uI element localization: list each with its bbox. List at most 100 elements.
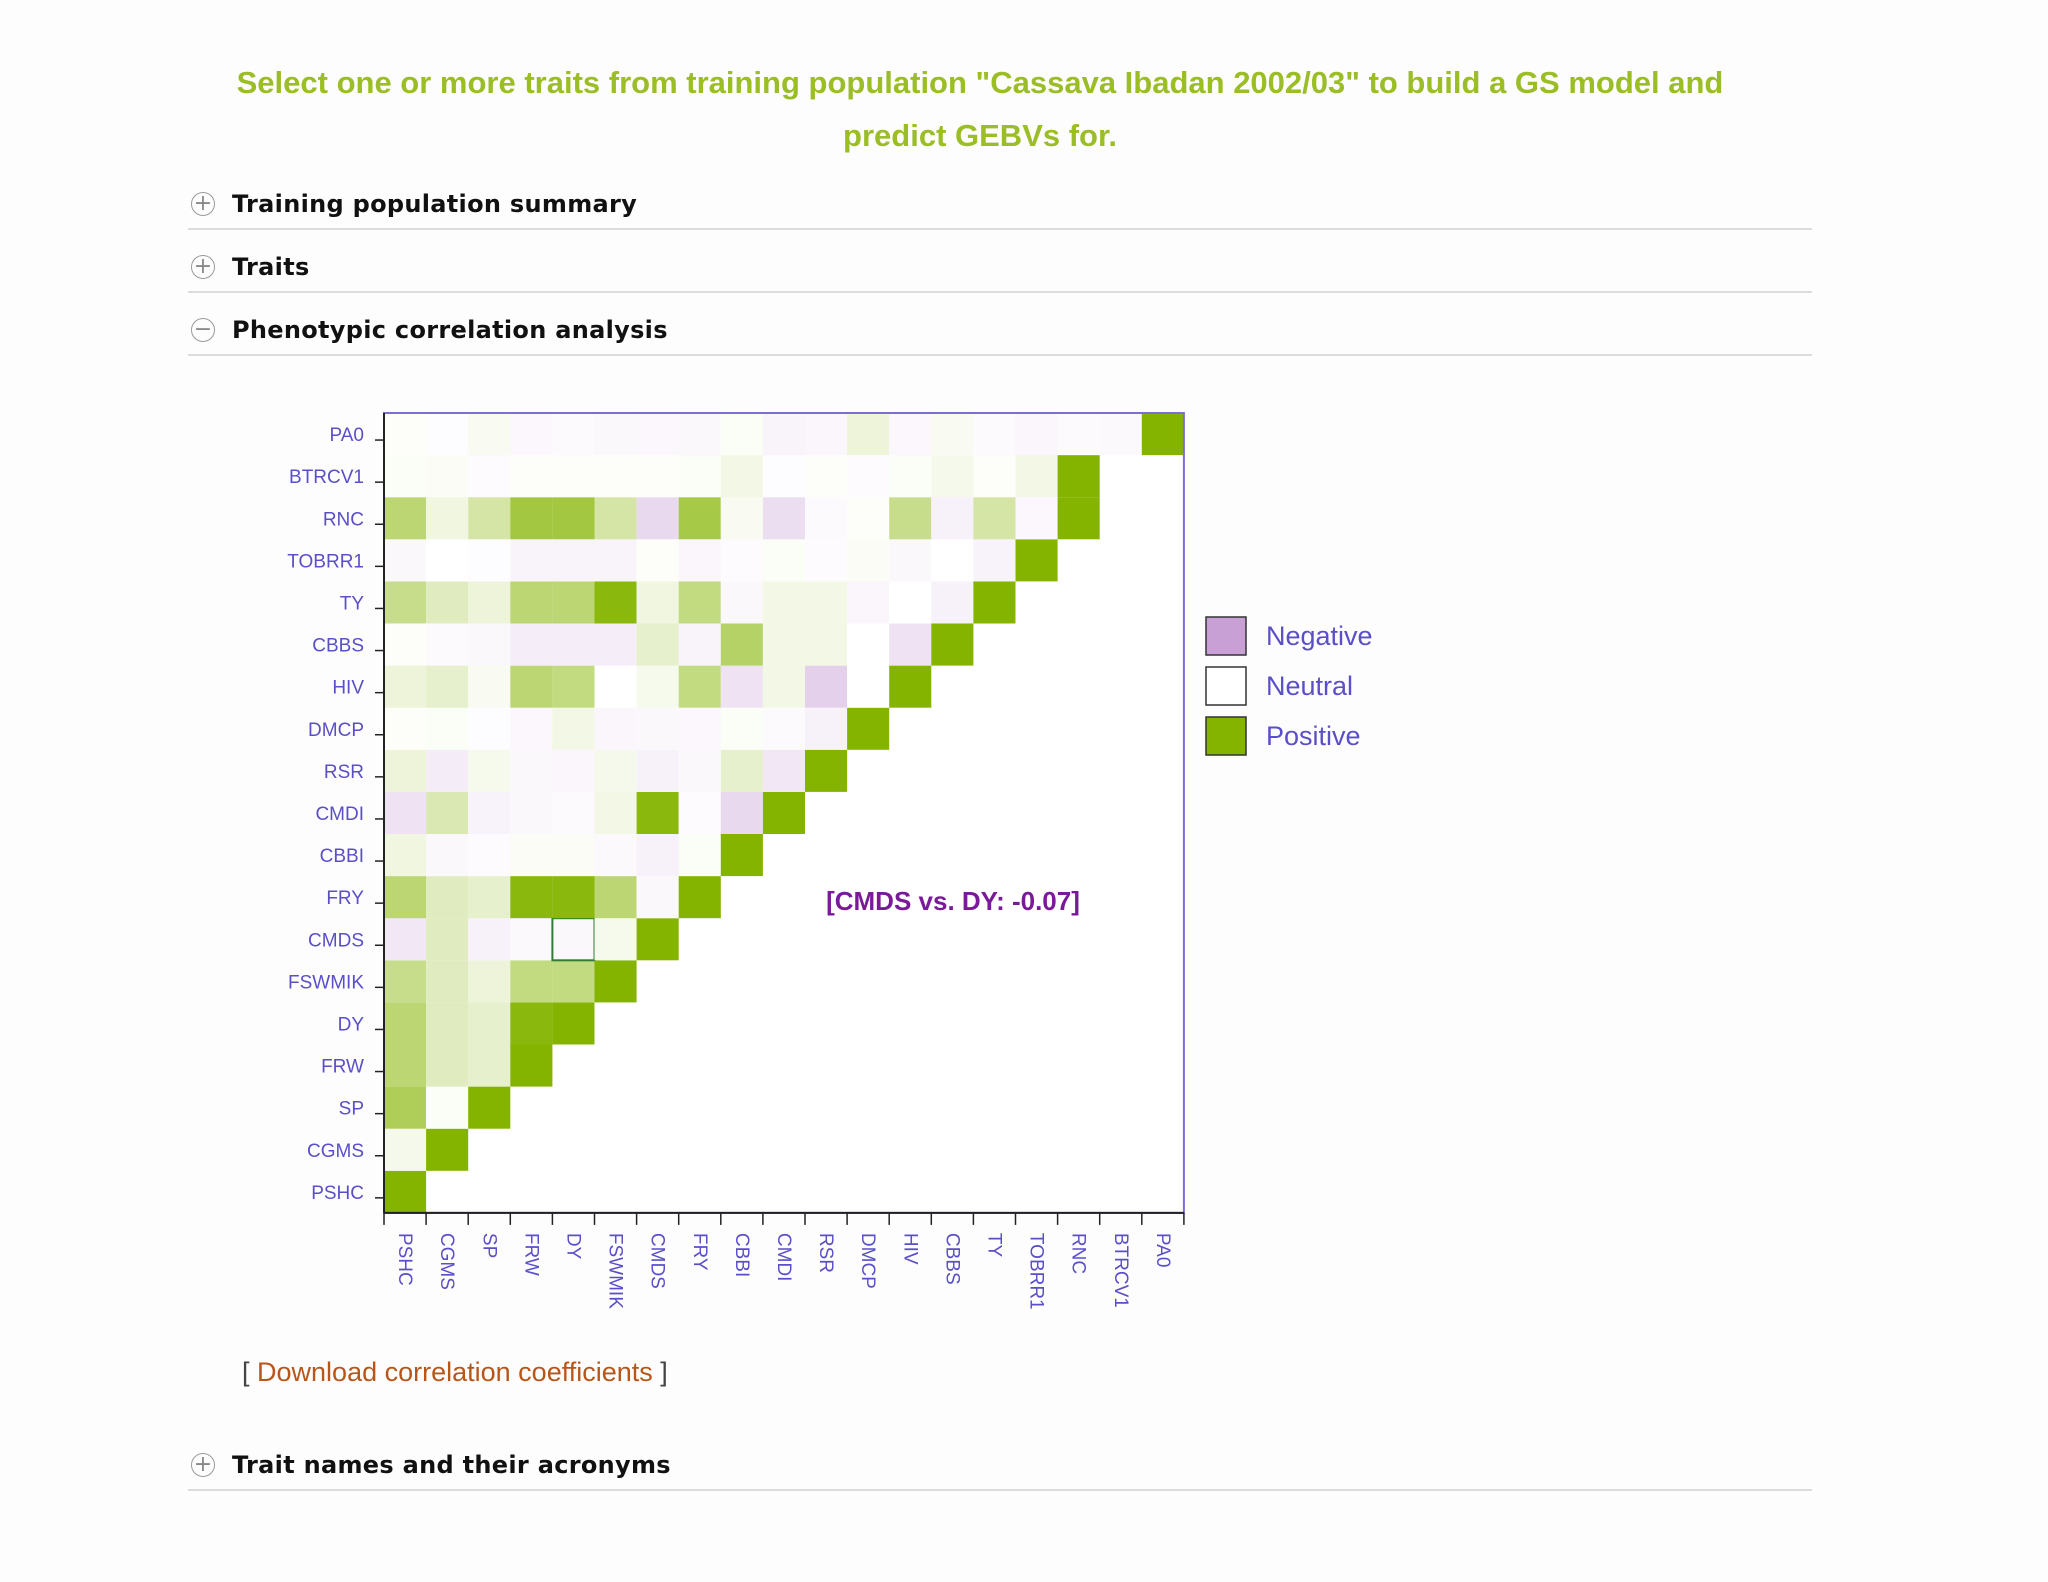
section-traits[interactable]: + Traits <box>188 241 1812 293</box>
heatmap-cell-rsr-sp <box>468 749 511 792</box>
heatmap-cell-dmcp-fswmik <box>594 707 637 750</box>
heatmap-cell-dmcp-dmcp <box>847 707 890 750</box>
heatmap-cell-pa0-cbbi <box>720 413 763 456</box>
heatmap-cell-rnc-cmds <box>636 497 679 540</box>
heatmap-cell-hiv-fry <box>678 665 721 708</box>
heatmap-cell-btrcv1-fry <box>678 455 721 498</box>
x-tick-label-cbbs: CBBS <box>941 1233 962 1285</box>
heatmap-cell-cmdi-cmds <box>636 791 679 834</box>
heatmap-cell-dmcp-sp <box>468 707 511 750</box>
heatmap-cell-rnc-cbbi <box>720 497 763 540</box>
heatmap-cell-btrcv1-rsr <box>805 455 848 498</box>
close-bracket: ] <box>660 1357 668 1387</box>
heatmap-cell-ty-cmds <box>636 581 679 624</box>
heatmap-cell-cbbs-fry <box>678 623 721 666</box>
heatmap-cell-btrcv1-tobrr1 <box>1015 455 1058 498</box>
heatmap-cell-pa0-frw <box>510 413 553 456</box>
heatmap-cell-dmcp-rsr <box>805 707 848 750</box>
y-tick-label-ty: TY <box>340 593 365 614</box>
expand-plus-icon[interactable]: + <box>191 255 215 279</box>
x-tick-label-cgms: CGMS <box>436 1233 457 1290</box>
heatmap-cell-tobrr1-frw <box>510 539 553 582</box>
heatmap-cell-cmdi-cgms <box>426 791 469 834</box>
section-training-population-summary[interactable]: + Training population summary <box>188 178 1812 230</box>
heatmap-cell-ty-ty <box>973 581 1016 624</box>
y-tick-label-rnc: RNC <box>323 509 364 530</box>
expand-plus-icon[interactable]: + <box>191 1453 215 1477</box>
heatmap-cell-ty-sp <box>468 581 511 624</box>
heatmap-cell-fswmik-pshc <box>384 960 427 1003</box>
expand-plus-icon[interactable]: + <box>191 192 215 216</box>
legend-swatch-neutral <box>1205 666 1247 706</box>
y-tick-label-cbbi: CBBI <box>320 846 364 867</box>
heatmap-cell-dy-dy <box>552 1002 595 1045</box>
heatmap-cell-btrcv1-pshc <box>384 455 427 498</box>
heatmap-cell-fry-dy <box>552 876 595 919</box>
heatmap-cell-dmcp-pshc <box>384 707 427 750</box>
legend-label-negative: Negative <box>1266 621 1373 651</box>
heatmap-cell-pa0-cgms <box>426 413 469 456</box>
heatmap-cell-cgms-pshc <box>384 1128 427 1171</box>
heatmap-cell-frw-cgms <box>426 1044 469 1087</box>
heatmap-cell-btrcv1-cmds <box>636 455 679 498</box>
heatmap-cell-pa0-ty <box>973 413 1016 456</box>
y-tick-label-tobrr1: TOBRR1 <box>287 551 364 572</box>
heatmap-cell-cbbi-fry <box>678 834 721 877</box>
heatmap-cell-cmdi-frw <box>510 791 553 834</box>
heatmap-cell-rsr-rsr <box>805 749 848 792</box>
heatmap-cell-tobrr1-cmdi <box>762 539 805 582</box>
heatmap-cell-pa0-pa0 <box>1141 413 1184 456</box>
heatmap-cell-fry-pshc <box>384 876 427 919</box>
download-correlation-link[interactable]: Download correlation coefficients <box>257 1357 653 1387</box>
heatmap-cell-cmdi-fry <box>678 791 721 834</box>
y-tick-label-fry: FRY <box>326 888 364 909</box>
heatmap-cell-cbbs-fswmik <box>594 623 637 666</box>
heatmap-cell-dy-cgms <box>426 1002 469 1045</box>
heatmap-cell-ty-cbbs <box>931 581 974 624</box>
heatmap-cell-rsr-cgms <box>426 749 469 792</box>
collapse-minus-icon[interactable]: − <box>191 318 215 342</box>
heatmap-cell-dy-sp <box>468 1002 511 1045</box>
y-tick-label-cmds: CMDS <box>308 930 364 951</box>
heatmap-cell-rsr-fswmik <box>594 749 637 792</box>
heatmap-cell-ty-rsr <box>805 581 848 624</box>
heatmap-cell-cmds-frw <box>510 918 553 961</box>
heatmap-cell-fry-cgms <box>426 876 469 919</box>
heatmap-cell-pa0-btrcv1 <box>1099 413 1142 456</box>
heatmap-cell-frw-pshc <box>384 1044 427 1087</box>
heatmap-cell-dmcp-dy <box>552 707 595 750</box>
heatmap-cell-cmds-cgms <box>426 918 469 961</box>
heatmap-cell-btrcv1-dy <box>552 455 595 498</box>
heatmap-cell-cbbi-sp <box>468 834 511 877</box>
heatmap-cell-sp-cgms <box>426 1086 469 1129</box>
heatmap-cell-ty-hiv <box>889 581 932 624</box>
heatmap-cell-cbbi-cbbi <box>720 834 763 877</box>
heatmap-cell-tobrr1-dy <box>552 539 595 582</box>
heatmap-cell-ty-cmdi <box>762 581 805 624</box>
heatmap-cell-hiv-hiv <box>889 665 932 708</box>
section-phenotypic-correlation-analysis[interactable]: − Phenotypic correlation analysis <box>188 304 1812 356</box>
x-tick-label-dy: DY <box>562 1233 583 1260</box>
heatmap-cell-cbbi-frw <box>510 834 553 877</box>
heatmap-cell-rsr-dy <box>552 749 595 792</box>
heatmap-cell-rsr-cbbi <box>720 749 763 792</box>
heatmap-cell-pa0-rnc <box>1057 413 1100 456</box>
legend-label-positive: Positive <box>1266 721 1361 751</box>
section-trait-names-acronyms[interactable]: + Trait names and their acronyms <box>188 1439 1812 1491</box>
x-tick-label-fry: FRY <box>689 1233 710 1271</box>
heatmap-cell-hiv-fswmik <box>594 665 637 708</box>
heatmap-cell-sp-pshc <box>384 1086 427 1129</box>
heatmap-cell-fry-fry <box>678 876 721 919</box>
heatmap-cell-cbbs-cmds <box>636 623 679 666</box>
heatmap-cell-hiv-dmcp <box>847 665 890 708</box>
heatmap-cell-dmcp-cgms <box>426 707 469 750</box>
heatmap-cell-pa0-tobrr1 <box>1015 413 1058 456</box>
heatmap-cell-tobrr1-cgms <box>426 539 469 582</box>
heatmap-cell-rsr-cmdi <box>762 749 805 792</box>
heatmap-cell-fswmik-dy <box>552 960 595 1003</box>
heatmap-cell-btrcv1-cgms <box>426 455 469 498</box>
heatmap-cell-frw-sp <box>468 1044 511 1087</box>
heatmap-cell-tobrr1-tobrr1 <box>1015 539 1058 582</box>
heatmap-cell-rnc-rnc <box>1057 497 1100 540</box>
